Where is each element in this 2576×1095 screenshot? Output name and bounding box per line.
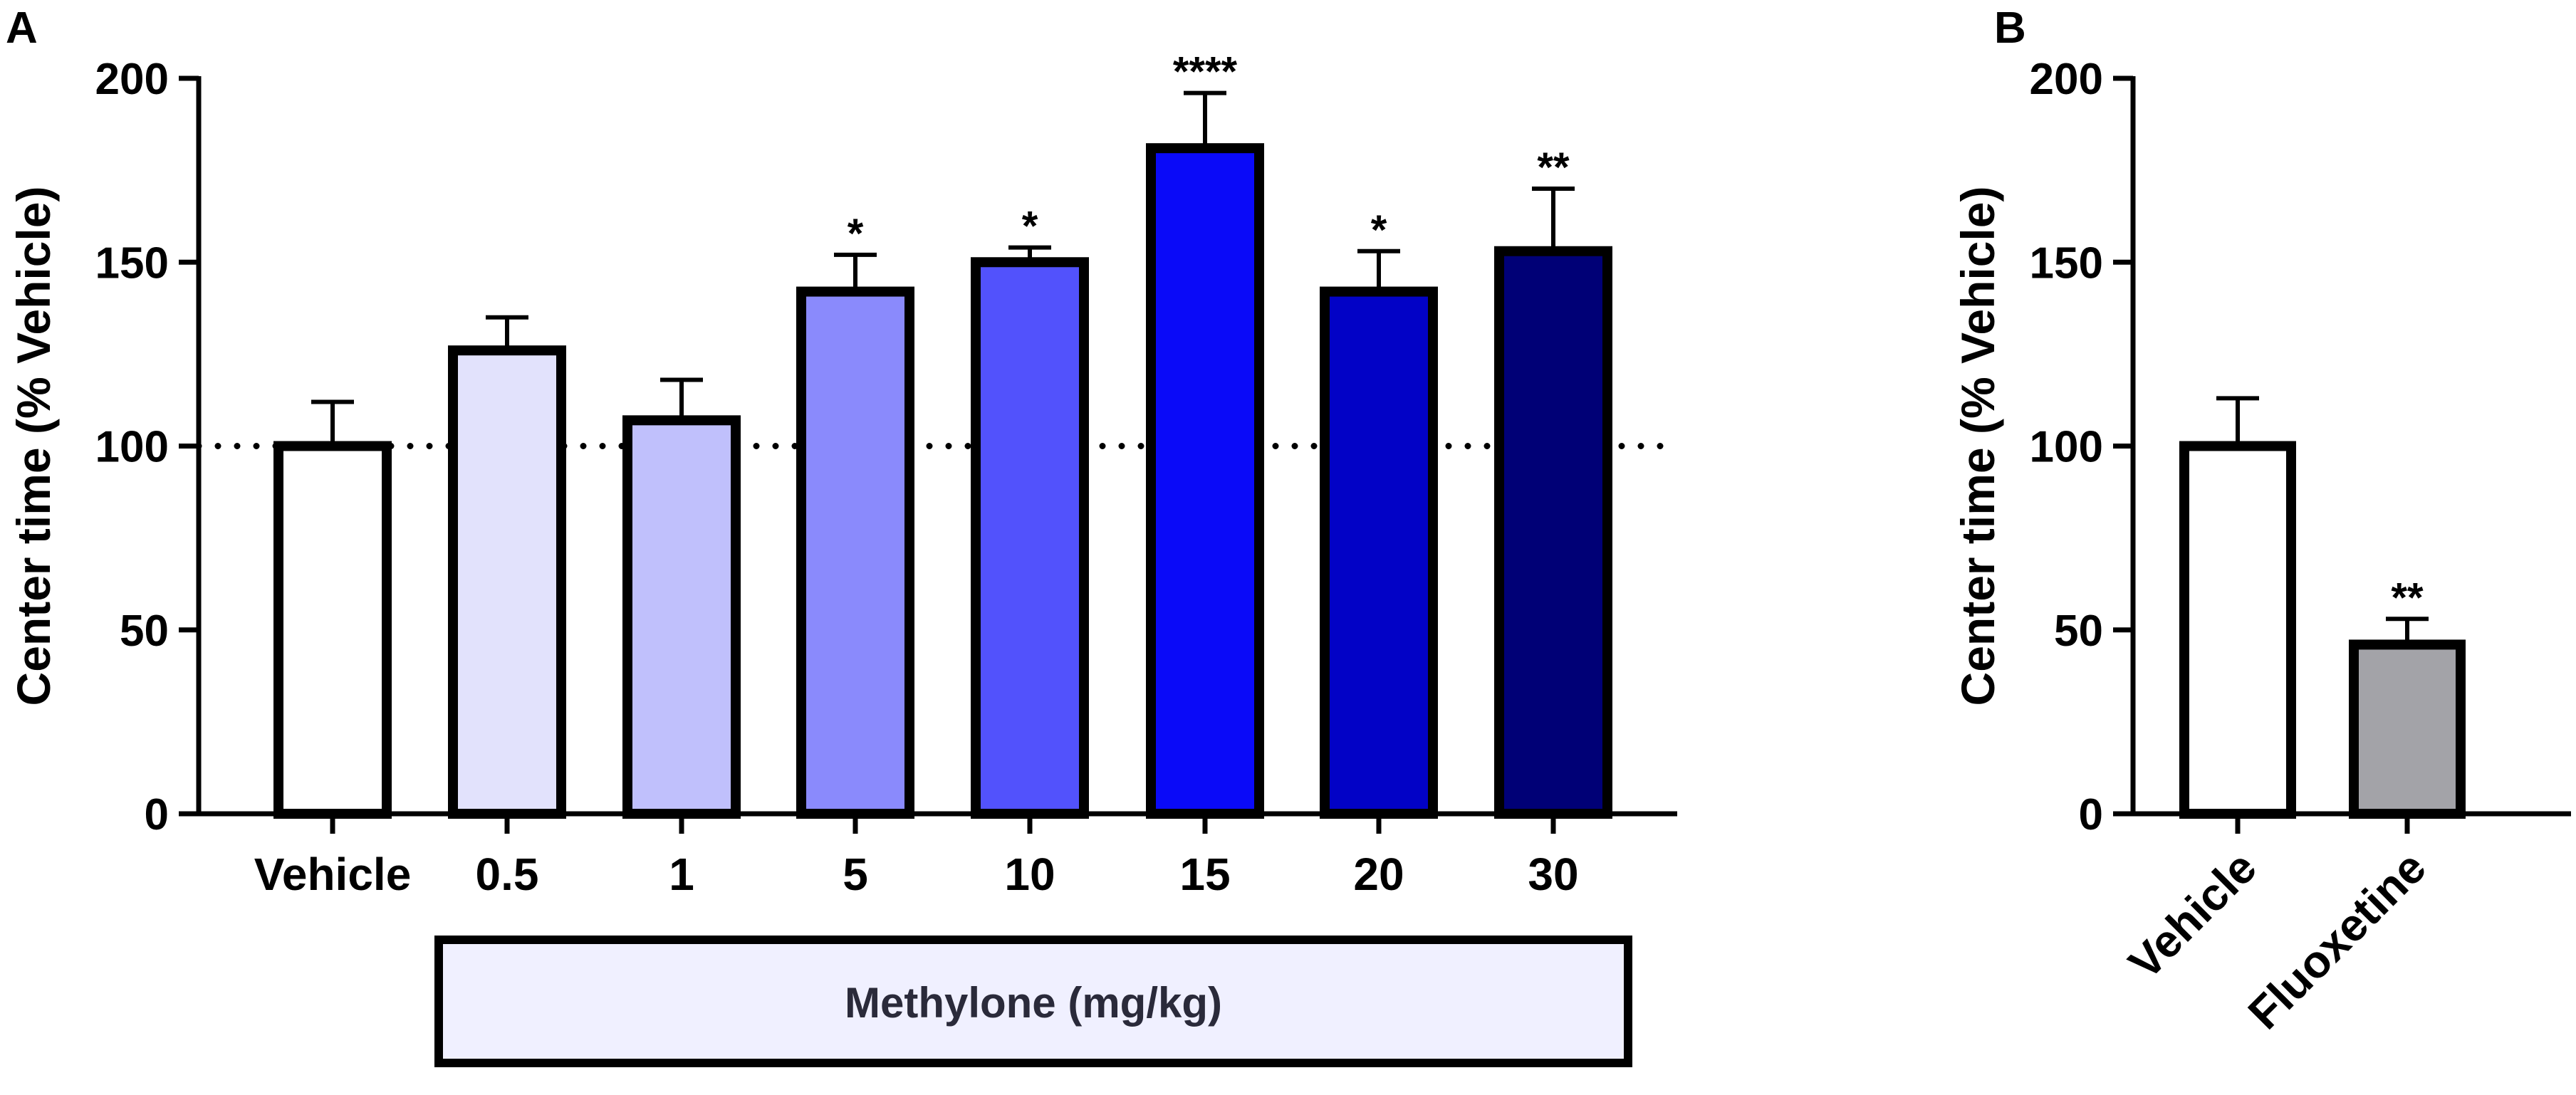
significance-marker: * <box>848 211 864 257</box>
y-tick-label: 50 <box>2054 607 2103 656</box>
group-box-label: Methylone (mg/kg) <box>845 979 1222 1027</box>
y-tick-label: 100 <box>2030 423 2103 472</box>
bar-0-5 <box>448 345 566 819</box>
significance-marker: ** <box>1537 145 1570 191</box>
bar-30 <box>1494 246 1612 819</box>
category-label: Vehicle <box>254 849 412 900</box>
category-label: 0.5 <box>476 849 539 900</box>
bar-vehicle <box>2179 441 2296 819</box>
y-axis-title: Center time (% Vehicle) <box>1951 187 2004 706</box>
category-label: Fluoxetine <box>2238 842 2436 1039</box>
category-label: 10 <box>1004 849 1055 900</box>
group-box-rect <box>434 936 1632 1067</box>
bar-10 <box>971 257 1089 819</box>
y-tick-label: 0 <box>2079 790 2103 839</box>
bar-5 <box>796 286 914 819</box>
category-label: Vehicle <box>2119 842 2266 989</box>
category-label: 1 <box>669 849 694 900</box>
y-tick-label: 100 <box>95 423 169 472</box>
y-tick-label: 200 <box>95 55 169 104</box>
category-label: 30 <box>1528 849 1578 900</box>
y-tick-label: 0 <box>145 790 169 839</box>
bar-15 <box>1146 143 1264 819</box>
y-tick-label: 200 <box>2030 55 2103 104</box>
category-label: 20 <box>1353 849 1404 900</box>
bar-20 <box>1320 286 1438 819</box>
panel-b-letter: B <box>1994 4 2026 53</box>
y-tick-label: 50 <box>120 607 169 656</box>
y-axis-title: Center time (% Vehicle) <box>7 187 60 706</box>
significance-marker: * <box>1022 204 1038 250</box>
methylone-group-box: Methylone (mg/kg) <box>434 936 1632 1067</box>
category-label: 5 <box>843 849 868 900</box>
y-tick-label: 150 <box>95 239 169 288</box>
significance-marker: **** <box>1173 49 1238 95</box>
significance-marker: * <box>1371 207 1387 253</box>
category-label: 15 <box>1179 849 1230 900</box>
bar-vehicle <box>273 441 392 819</box>
significance-marker: ** <box>2391 575 2424 621</box>
bar-1 <box>622 415 741 819</box>
bar-fluoxetine <box>2349 639 2466 819</box>
y-tick-label: 150 <box>2030 239 2103 288</box>
panel-a-letter: A <box>6 4 38 53</box>
